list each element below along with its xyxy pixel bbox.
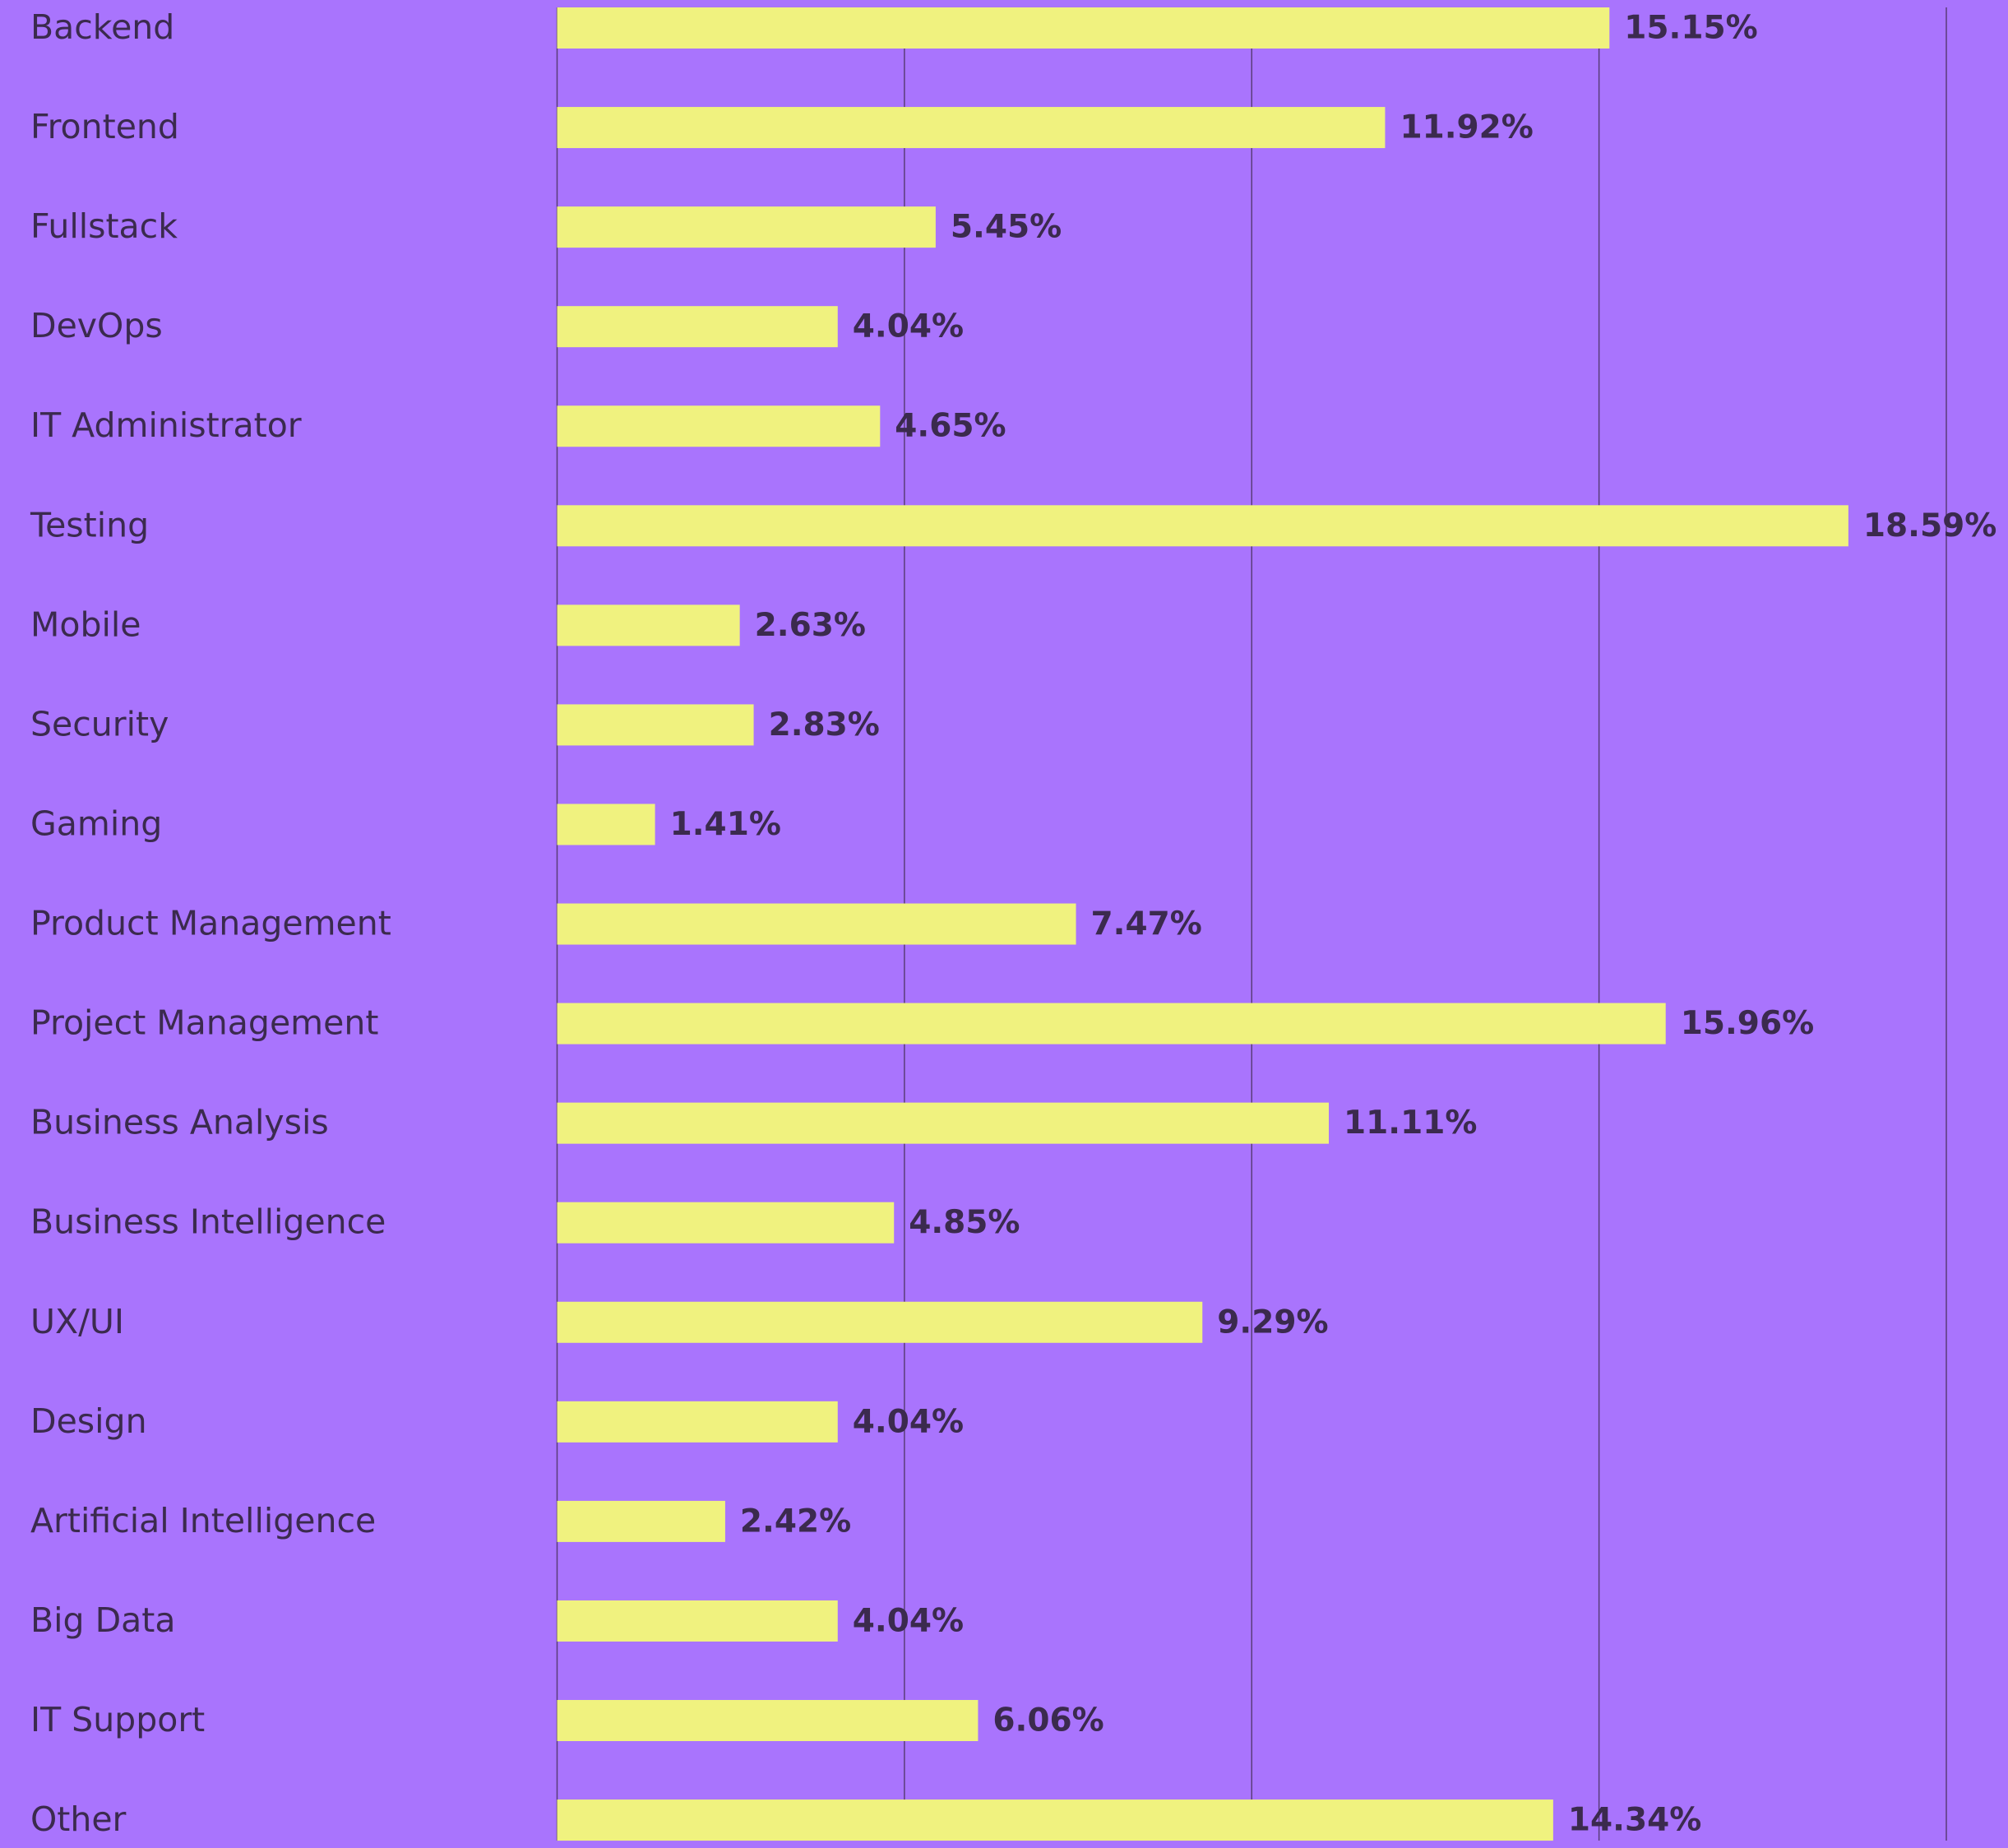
category-label: Product Management: [30, 904, 391, 943]
category-label: Other: [30, 1799, 127, 1839]
category-label: Artificial Intelligence: [30, 1501, 376, 1540]
category-label: Project Management: [30, 1003, 378, 1043]
category-label: Testing: [30, 505, 149, 544]
bar: [557, 903, 1076, 945]
bar: [557, 1003, 1666, 1044]
bar: [557, 1401, 838, 1443]
bar: [557, 1202, 895, 1244]
value-label: 4.04%: [853, 1403, 964, 1440]
category-label: UX/UI: [30, 1302, 124, 1341]
value-label: 2.83%: [769, 706, 880, 743]
value-label: 4.65%: [895, 408, 1006, 445]
value-label: 2.63%: [755, 607, 866, 644]
value-label: 6.06%: [992, 1702, 1103, 1739]
bar: [557, 1500, 725, 1542]
value-label: 7.47%: [1091, 905, 1202, 943]
category-label: Gaming: [30, 804, 162, 843]
value-label: 4.04%: [853, 1602, 964, 1639]
bar: [557, 505, 1848, 547]
bar: [557, 1301, 1203, 1343]
value-label: 4.04%: [853, 308, 964, 345]
value-label: 11.92%: [1400, 109, 1533, 146]
value-label: 2.42%: [740, 1503, 851, 1540]
category-label: Fullstack: [30, 206, 178, 246]
value-label: 14.34%: [1568, 1802, 1701, 1839]
bar: [557, 306, 838, 348]
bar: [557, 107, 1386, 149]
category-label: Security: [30, 704, 169, 743]
category-label: DevOps: [30, 306, 163, 345]
bar: [557, 1700, 979, 1742]
category-label: Business Analysis: [30, 1103, 329, 1142]
value-label: 15.15%: [1624, 10, 1757, 47]
value-label: 18.59%: [1863, 507, 1996, 544]
bar: [557, 1600, 838, 1642]
category-label: IT Support: [30, 1700, 205, 1739]
category-label: Frontend: [30, 107, 179, 146]
bar: [557, 704, 754, 746]
value-label: 15.96%: [1681, 1005, 1814, 1042]
bar: [557, 1799, 1553, 1841]
bar: [557, 1102, 1330, 1144]
bar: [557, 405, 881, 447]
value-label: 5.45%: [951, 209, 1062, 246]
category-label: Big Data: [30, 1600, 175, 1640]
category-label: IT Administrator: [30, 405, 302, 445]
bar: [557, 804, 655, 845]
category-label: Business Intelligence: [30, 1202, 386, 1242]
category-label: Design: [30, 1401, 147, 1441]
bar: [557, 206, 936, 248]
value-label: 1.41%: [670, 806, 781, 843]
value-label: 9.29%: [1217, 1304, 1328, 1341]
bar: [557, 604, 740, 646]
category-label: Mobile: [30, 604, 141, 644]
value-label: 4.85%: [909, 1204, 1020, 1241]
value-label: 11.11%: [1344, 1105, 1477, 1142]
category-label: Backend: [30, 7, 174, 47]
bar: [557, 7, 1610, 49]
